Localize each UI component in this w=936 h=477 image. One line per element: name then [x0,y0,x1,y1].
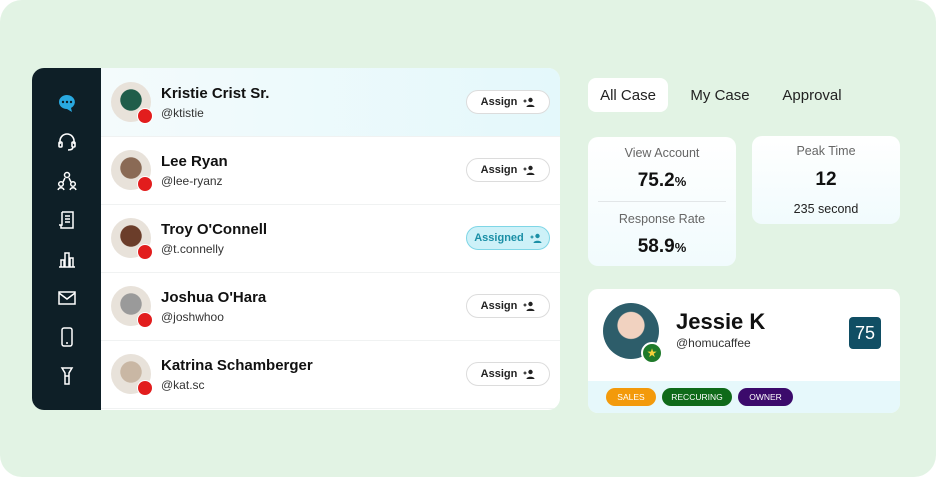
value: 75.2 [637,170,675,191]
phone-icon[interactable] [56,326,78,348]
youtube-badge [137,176,153,192]
sidebar [32,68,101,410]
button-label: Assigned [474,232,524,244]
add-user-icon [530,233,542,243]
youtube-badge [137,108,153,124]
tag: SALES [606,388,656,406]
contact-handle: @kat.sc [161,378,205,392]
contact-row: Kristie Crist Sr. @ktistie Assign [101,68,560,137]
stat-label: Response Rate [618,212,706,226]
profile-name: Jessie K [676,309,766,334]
add-user-icon [523,97,535,107]
stat-value: 75.2% [588,170,736,192]
peak-card: Peak Time 12 235 second [752,136,900,224]
tab[interactable]: Approval [782,86,842,104]
stats-card: View Account 75.2% Response Rate 58.9% [588,137,736,266]
assign-button[interactable]: Assign [466,362,550,386]
stat-label: View Account [624,146,700,160]
unit: % [674,240,687,255]
contact-handle: @joshwhoo [161,310,224,324]
assign-button[interactable]: Assign [466,158,550,182]
contact-handle: @t.connelly [161,242,224,256]
profile-handle: @homucaffee [676,336,751,350]
button-label: Assign [480,164,518,176]
contact-handle: @ktistie [161,106,204,120]
button-label: Assign [480,96,518,108]
contact-row: Katrina Schamberger @kat.sc Assign [101,340,560,409]
stat-value: 12 [815,169,837,190]
button-label: Assign [480,300,518,312]
add-user-icon [523,301,535,311]
stat-label: Peak Time [796,144,856,158]
add-user-icon [523,369,535,379]
contact-name: Lee Ryan [161,153,228,170]
badge: ★ [641,342,663,364]
assign-button[interactable]: Assign [466,294,550,318]
add-user-icon [523,165,535,175]
team-icon[interactable] [56,170,78,192]
stat-detail: 235 second [793,202,859,216]
tab[interactable]: All Case [588,78,668,112]
youtube-badge [137,312,153,328]
contact-name: Troy O'Connell [161,221,268,238]
stat-value: 58.9% [588,236,736,258]
contact-name: Kristie Crist Sr. [161,85,270,102]
button-label: Assign [480,368,518,380]
divider [598,201,726,202]
assign-button[interactable]: Assign [466,90,550,114]
chat-icon[interactable] [56,92,78,114]
tag: OWNER [738,388,793,406]
tab[interactable]: My Case [690,86,750,104]
youtube-badge [137,380,153,396]
tools-icon[interactable] [56,365,78,387]
mail-icon[interactable] [56,287,78,309]
chart-icon[interactable] [56,248,78,270]
contact-list: Kristie Crist Sr. @ktistie Assign Lee Ryan @… [101,68,560,410]
support-icon[interactable] [56,131,78,153]
assign-button[interactable]: Assigned [466,226,550,250]
tag: RECCURING [662,388,732,406]
value: 58.9 [637,236,675,257]
contact-name: Joshua O'Hara [161,289,267,306]
contact-row: Troy O'Connell @t.connelly Assigned [101,204,560,273]
unit: % [674,174,687,189]
contact-row: Joshua O'Hara @joshwhoo Assign [101,272,560,341]
document-icon[interactable] [56,209,78,231]
contact-handle: @lee-ryanz [161,174,223,188]
contact-name: Katrina Schamberger [161,357,313,374]
contact-row: Lee Ryan @lee-ryanz Assign [101,136,560,205]
youtube-badge [137,244,153,260]
score: 75 [849,317,881,349]
